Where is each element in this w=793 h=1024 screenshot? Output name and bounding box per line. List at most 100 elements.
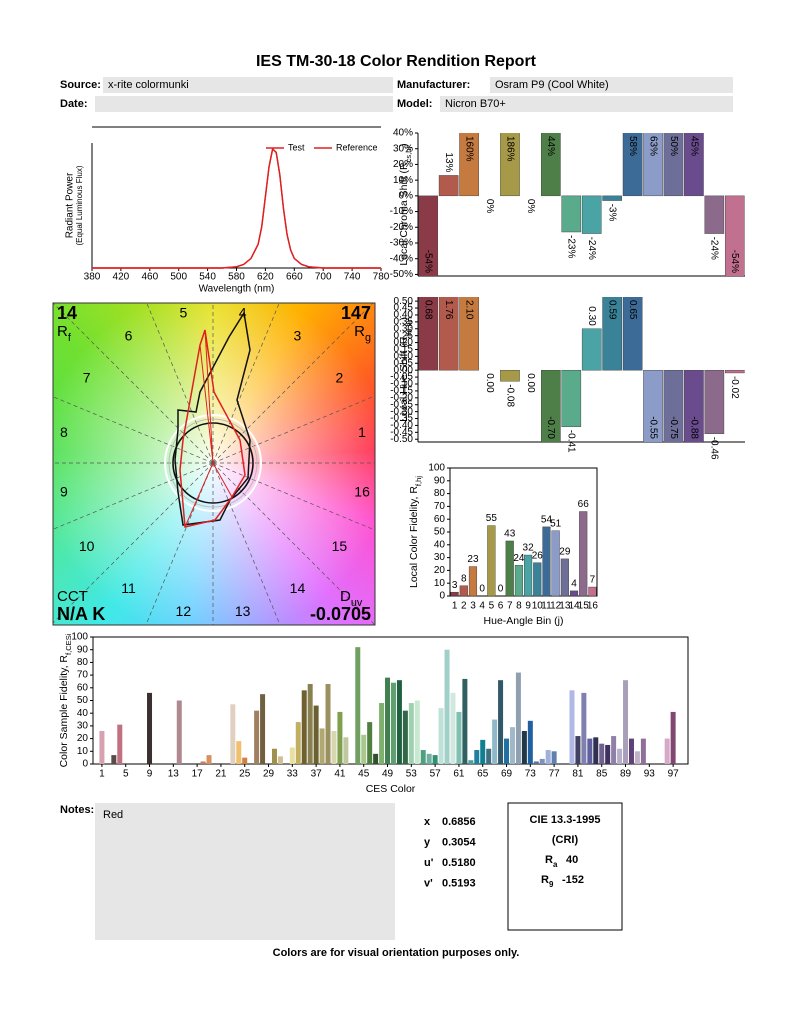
cie-ra: 40 bbox=[566, 854, 578, 866]
bar bbox=[542, 526, 551, 597]
cct-value: N/A K bbox=[57, 604, 105, 624]
bar bbox=[385, 677, 391, 764]
coord-value: 0.5180 bbox=[442, 857, 476, 869]
x-tick-label: 500 bbox=[170, 272, 187, 283]
y-axis-label-part: ) bbox=[398, 317, 410, 321]
bar bbox=[663, 133, 684, 197]
coord-value: 0.3054 bbox=[442, 836, 477, 848]
bar bbox=[587, 738, 593, 764]
bar bbox=[450, 692, 456, 764]
y-tick-label: 0.15 bbox=[394, 344, 414, 355]
y-tick-label: 0 bbox=[82, 759, 88, 770]
value-label: 44% bbox=[545, 136, 556, 156]
bar bbox=[254, 710, 260, 764]
bar bbox=[414, 700, 420, 764]
value-label: -0.55 bbox=[647, 416, 658, 439]
value-label: -0.08 bbox=[504, 384, 515, 407]
ref-circle bbox=[172, 422, 254, 504]
value-label: 51 bbox=[550, 518, 562, 529]
y-tick-label: 40 bbox=[77, 708, 89, 719]
y-tick-label: 0.40 bbox=[394, 310, 414, 321]
notes-box bbox=[95, 803, 395, 940]
coord-label: u' bbox=[424, 857, 434, 869]
x-tick-label: 69 bbox=[501, 769, 513, 780]
x-tick-label: 9 bbox=[147, 769, 153, 780]
y-tick-label: -0.25 bbox=[390, 399, 413, 410]
bar bbox=[361, 734, 367, 764]
value-label: 0.65 bbox=[627, 300, 638, 320]
x-tick-label: 29 bbox=[263, 769, 275, 780]
bar bbox=[418, 195, 439, 276]
bar bbox=[561, 369, 582, 428]
y-tick-label: 100 bbox=[71, 632, 88, 643]
bar bbox=[492, 719, 498, 764]
y-tick-label: 0.00 bbox=[394, 365, 414, 376]
value-label: -0.88 bbox=[688, 416, 699, 439]
field-box bbox=[440, 96, 733, 112]
bar bbox=[605, 744, 611, 764]
x-tick-label: 2 bbox=[461, 601, 467, 612]
bar bbox=[289, 747, 295, 764]
bar bbox=[313, 705, 319, 764]
y-tick-label: 10% bbox=[393, 175, 413, 186]
bar bbox=[545, 750, 551, 764]
vector-frame bbox=[52, 302, 376, 626]
y-axis-label: Local Color Fidelity, Rf,hj bbox=[408, 476, 423, 588]
bar bbox=[379, 703, 385, 764]
bar bbox=[301, 690, 307, 764]
x-tick-label: 13 bbox=[168, 769, 180, 780]
bar bbox=[426, 753, 432, 764]
y-axis-label-part: ) bbox=[398, 143, 410, 147]
y-axis-label-part: Local Color Fidelity, R bbox=[408, 486, 420, 588]
x-tick-label: 420 bbox=[113, 272, 130, 283]
bar bbox=[581, 328, 602, 371]
value-label: 50% bbox=[668, 136, 679, 156]
y-tick-label: 80 bbox=[434, 488, 446, 499]
field-value: x-rite colormunki bbox=[108, 79, 189, 91]
x-tick-label: 5 bbox=[489, 601, 495, 612]
y-tick-label: -0.45 bbox=[390, 427, 413, 438]
bar bbox=[581, 195, 602, 234]
bar bbox=[459, 133, 479, 197]
hue-ray bbox=[53, 462, 214, 624]
bar bbox=[521, 730, 527, 764]
bar bbox=[704, 195, 725, 234]
series-line bbox=[92, 147, 381, 269]
x-tick-label: 33 bbox=[287, 769, 299, 780]
cie-ra-label-part: a bbox=[553, 860, 558, 869]
bar bbox=[462, 678, 468, 764]
y-tick-label: 20% bbox=[393, 159, 413, 170]
bar bbox=[367, 722, 373, 764]
bar bbox=[438, 175, 459, 197]
bar bbox=[450, 591, 459, 597]
bar bbox=[295, 722, 301, 764]
bar bbox=[533, 562, 542, 597]
value-label: 13% bbox=[443, 152, 454, 172]
bar bbox=[111, 755, 117, 764]
bar bbox=[524, 554, 533, 597]
rf-value: 14 bbox=[57, 303, 77, 323]
hue-bin-label: 4 bbox=[239, 305, 247, 321]
x-tick-label: 580 bbox=[228, 272, 245, 283]
value-label: 4 bbox=[571, 579, 577, 590]
y-tick-label: 0.50 bbox=[394, 296, 414, 307]
bar bbox=[500, 369, 520, 382]
bar bbox=[438, 297, 459, 371]
value-label: -54% bbox=[729, 250, 740, 273]
bar bbox=[533, 761, 539, 764]
field-value: Osram P9 (Cool White) bbox=[495, 79, 609, 91]
bar bbox=[396, 680, 402, 764]
bar bbox=[643, 369, 663, 442]
y-axis-label-part: Color Sample Fidelity, R bbox=[58, 655, 70, 768]
x-tick-label: 660 bbox=[286, 272, 303, 283]
value-label: -0.46 bbox=[709, 437, 720, 460]
bar bbox=[438, 708, 444, 764]
bar bbox=[355, 647, 361, 764]
x-tick-label: 380 bbox=[84, 272, 101, 283]
bar bbox=[514, 565, 523, 597]
y-axis-label: Local Chroma Shift (Rcs,hj) bbox=[398, 143, 413, 265]
y-tick-label: 70 bbox=[434, 501, 446, 512]
bar bbox=[474, 750, 480, 764]
bar bbox=[622, 297, 643, 371]
value-label: 186% bbox=[504, 136, 515, 162]
